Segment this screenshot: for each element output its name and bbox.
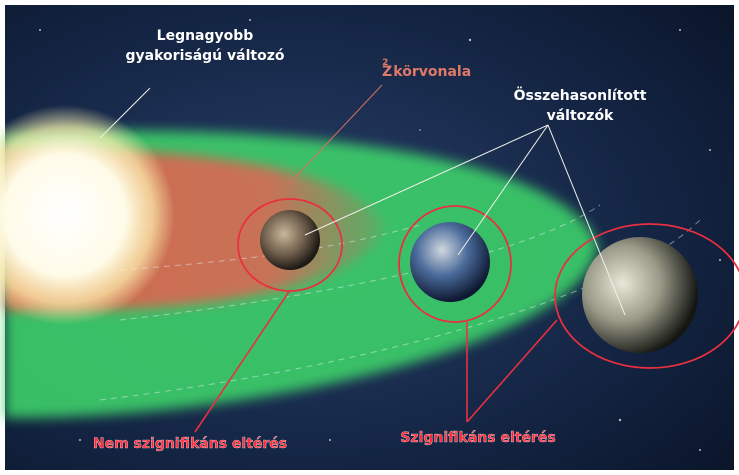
planet [410,222,490,302]
label-part: Z [382,64,392,80]
label: Összehasonlított [514,86,647,104]
label-part: körvonala [388,64,471,80]
label: változók [547,108,614,124]
label: Legnagyobb [157,28,254,44]
label: Szignifikáns eltérés [400,430,555,446]
label: Nem szignifikáns eltérés [93,436,287,452]
label: Z2 körvonala [382,58,471,80]
label: gyakoriságú változó [126,48,285,64]
sun [0,105,175,325]
label-sup: 2 [382,58,388,68]
pointer-line [287,84,383,186]
pointer-lines-red [194,289,558,433]
planet [260,210,320,270]
stars [39,19,721,451]
pointer-lines [99,87,626,316]
planet [582,237,698,353]
